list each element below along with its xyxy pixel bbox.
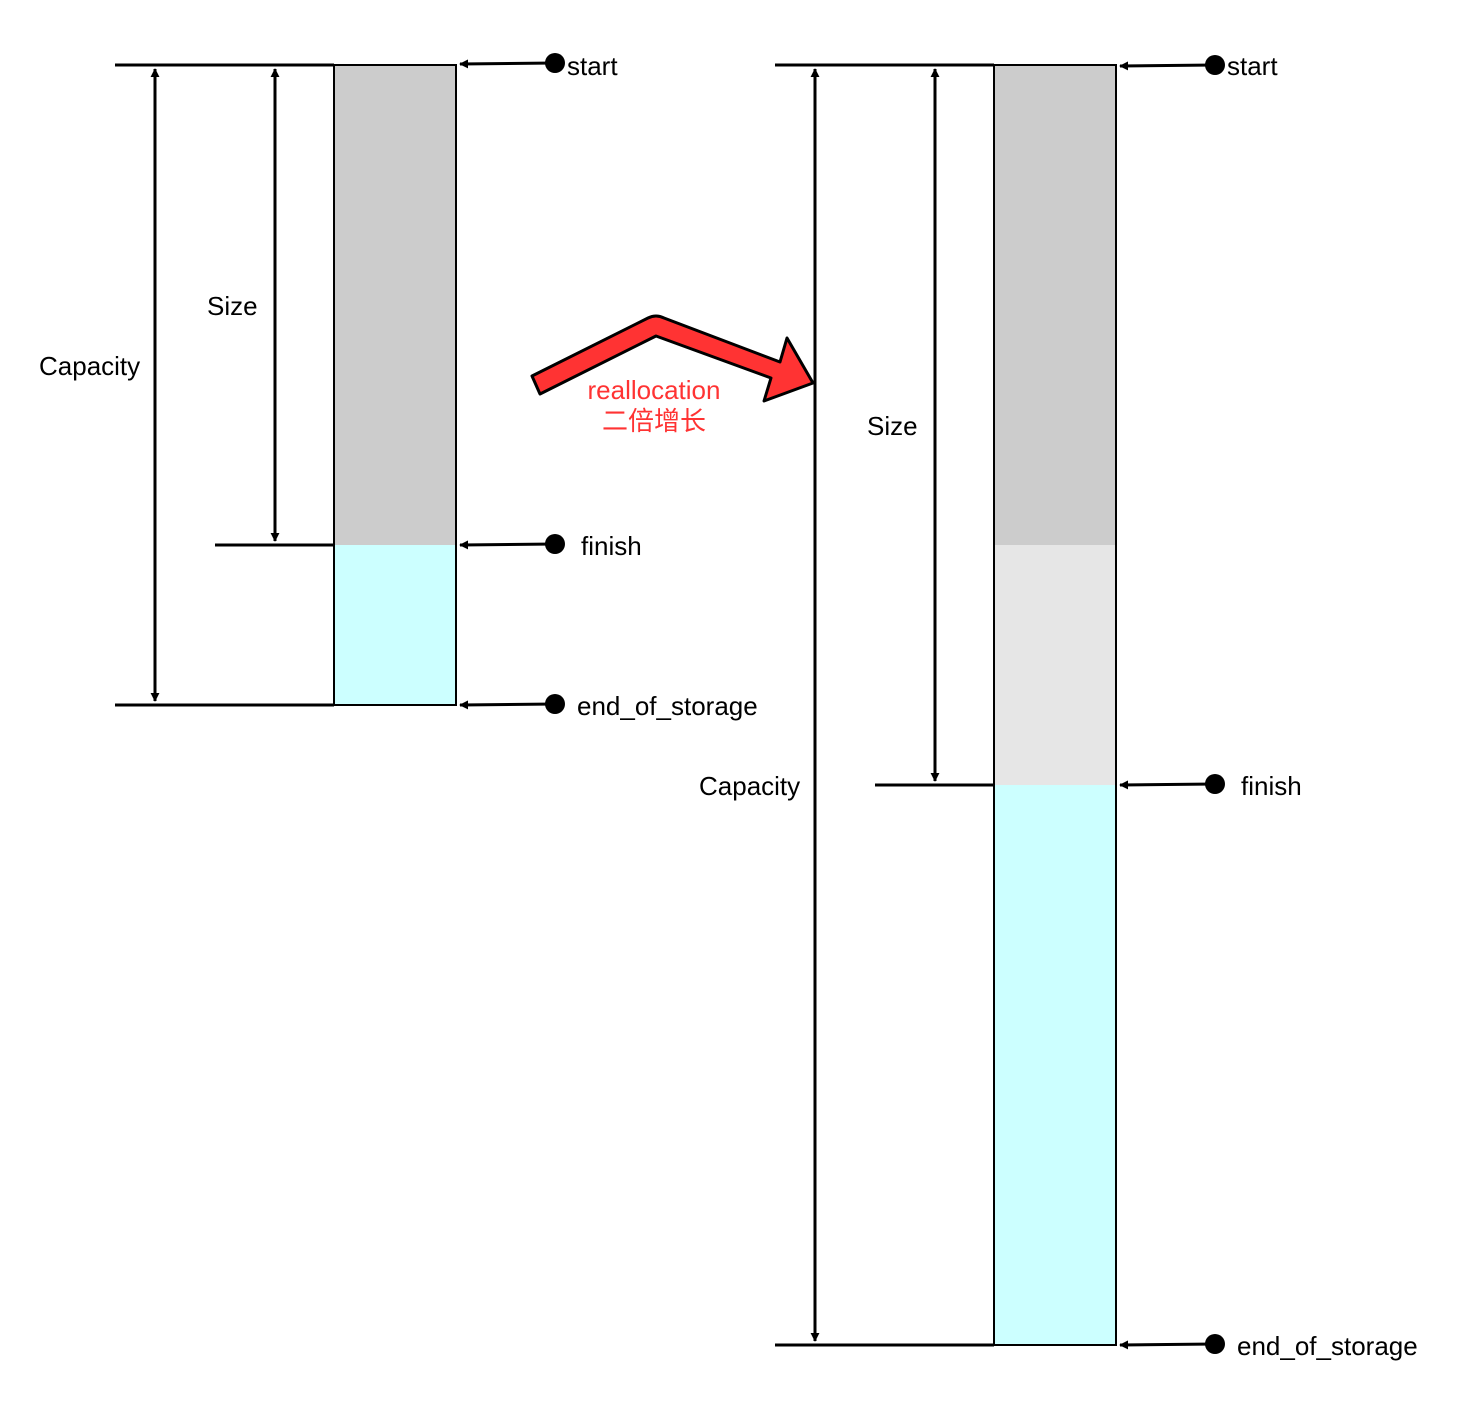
before-size-label: Size [207,291,258,321]
before-finish-pointer: finish [459,531,642,561]
reallocation-label: reallocation [588,375,721,405]
reallocation-arrow-icon [530,314,815,403]
after-finish-pointer: finish [1119,771,1302,801]
before-block-outline [333,64,457,706]
after-finish-dot [1205,774,1225,794]
before-memory-block [333,64,457,706]
after-end-of-storage-dot [1205,1334,1225,1354]
after-start-label: start [1227,51,1278,81]
before-end-of-storage-label: end_of_storage [577,691,758,721]
after-copied-region [994,545,1116,785]
reallocation-transition: reallocation 二倍增长 [530,314,815,437]
after-end-of-storage-pointer: end_of_storage [1119,1331,1418,1361]
before-diagram: Capacity Size start finish end_of_storag… [39,51,758,721]
after-finish-label: finish [1241,771,1302,801]
before-start-pointer: start [459,51,618,81]
before-start-dot [545,53,565,73]
after-block-outline [993,64,1117,1346]
before-free-region [334,545,456,705]
before-end-of-storage-pointer: end_of_storage [459,691,758,721]
after-free-region [994,785,1116,1345]
before-finish-label: finish [581,531,642,561]
before-end-of-storage-dot [545,694,565,714]
before-capacity-label: Capacity [39,351,140,381]
after-start-pointer: start [1119,51,1278,81]
before-used-region [334,65,456,545]
after-diagram: Capacity Size start finish end_of_storag… [699,51,1418,1361]
before-start-label: start [567,51,618,81]
reallocation-doubling-label: 二倍增长 [602,407,706,437]
after-used-region [994,65,1116,545]
after-memory-block [993,64,1117,1346]
after-capacity-label: Capacity [699,771,800,801]
after-end-of-storage-label: end_of_storage [1237,1331,1418,1361]
after-start-dot [1205,55,1225,75]
after-size-label: Size [867,411,918,441]
before-finish-dot [545,534,565,554]
